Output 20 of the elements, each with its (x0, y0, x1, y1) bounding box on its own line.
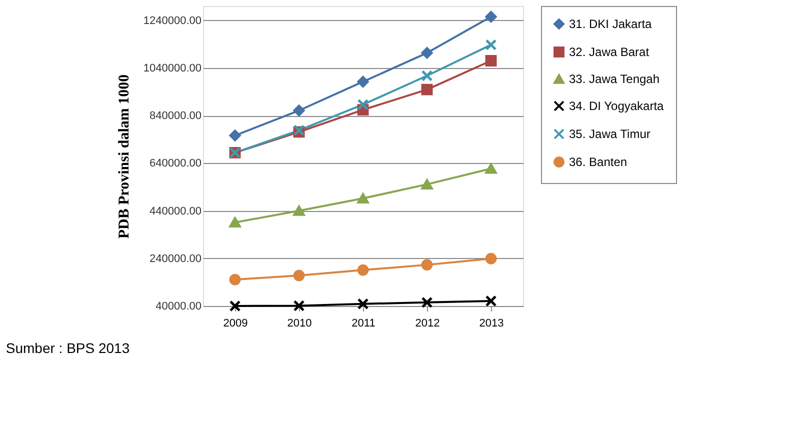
text: Sumber : BPS 2013 (6, 340, 130, 356)
x-tick-label: 2012 (415, 318, 440, 330)
x-tick-label: 2010 (287, 318, 312, 330)
x-tick-label: 2013 (479, 318, 504, 330)
y-tick-label: 1240000.00 (143, 14, 202, 27)
y-tick-label: 440000.00 (150, 205, 202, 218)
y-tick-label: 840000.00 (150, 110, 202, 122)
y-tick-label: 640000.00 (150, 158, 202, 170)
legend-label: 33. Jawa Tengah (569, 72, 660, 86)
y-tick-label: 240000.00 (150, 252, 202, 265)
legend-label: 32. Jawa Barat (569, 45, 650, 59)
x-tick-label: 2009 (223, 318, 248, 330)
y-tick-label: 40000.00 (156, 300, 202, 312)
legend-label: 36. Banten (569, 155, 628, 169)
legend-label: 35. Jawa Timur (569, 127, 650, 141)
y-axis-title: PDB Provinsi dalam 1000 (116, 74, 132, 239)
legend-label: 31. DKI Jakarta (569, 17, 652, 31)
legend-label: 34. DI Yogyakarta (569, 99, 664, 113)
x-tick-label: 2011 (352, 318, 376, 330)
y-tick-label: 1040000.00 (143, 62, 202, 74)
